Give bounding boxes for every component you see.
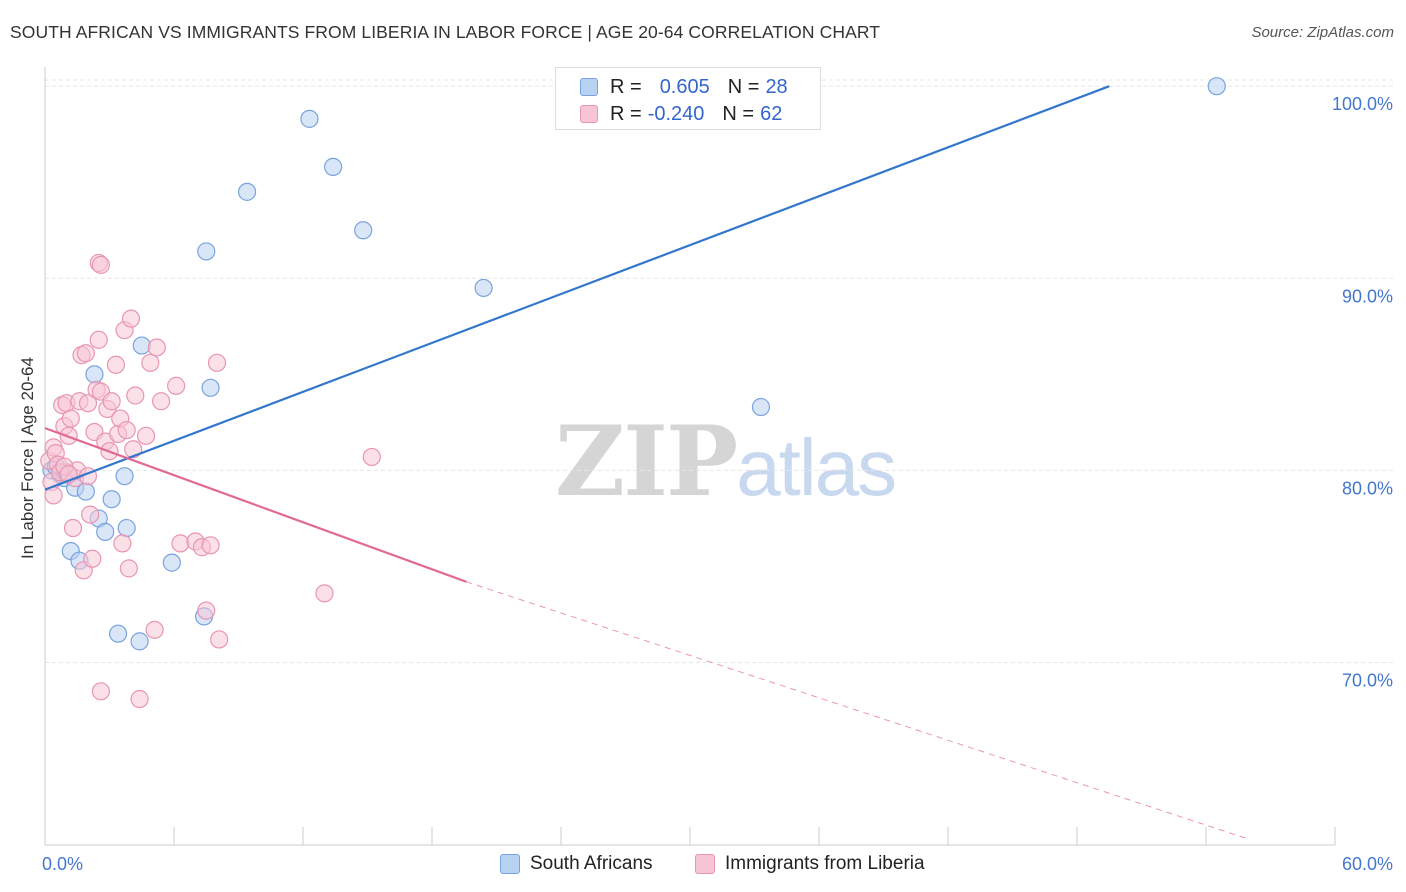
south-african-point bbox=[354, 221, 373, 240]
liberia-point bbox=[89, 330, 108, 349]
liberia-point bbox=[106, 355, 126, 374]
liberia-point bbox=[91, 255, 111, 274]
legend-swatch-blue bbox=[580, 78, 598, 96]
watermark: ZIPatlas bbox=[555, 405, 897, 518]
liberia-point bbox=[136, 426, 156, 445]
liberia-point bbox=[83, 549, 102, 568]
bottom-legend-label: South Africans bbox=[530, 853, 653, 874]
liberia-point bbox=[117, 420, 136, 440]
south-african-point bbox=[132, 336, 151, 355]
liberia-point bbox=[63, 518, 83, 538]
south-african-point bbox=[300, 109, 319, 128]
south-african-point bbox=[85, 365, 104, 384]
liberia-point bbox=[141, 353, 160, 372]
legend-r-label: R = bbox=[610, 102, 642, 125]
bottom-legend-south-africans: South Africans bbox=[500, 852, 653, 876]
legend-r-label: R = bbox=[610, 75, 642, 98]
liberia-point bbox=[76, 344, 95, 363]
south-african-point bbox=[751, 397, 771, 417]
legend-r-value: -0.240 bbox=[647, 102, 705, 125]
stats-legend: R = 0.605 N = 28 R = -0.240 N = 62 bbox=[555, 67, 821, 130]
watermark-zip: ZIP bbox=[555, 405, 738, 518]
liberia-point bbox=[113, 534, 132, 553]
liberia-point bbox=[145, 620, 164, 639]
south-african-point bbox=[324, 157, 343, 176]
south-african-point bbox=[117, 518, 136, 538]
liberia-point bbox=[201, 536, 220, 555]
south-african-point bbox=[238, 182, 257, 201]
south-africans-trend-line bbox=[44, 85, 1110, 491]
y-tick-label: 100.0% bbox=[1332, 94, 1393, 114]
bottom-legend-label: Immigrants from Liberia bbox=[725, 853, 925, 874]
liberia-point bbox=[362, 447, 381, 467]
series-immigrants-from-liberia bbox=[40, 253, 381, 709]
legend-swatch-pink bbox=[580, 105, 598, 123]
y-tick-label: 90.0% bbox=[1342, 286, 1393, 306]
liberia-point bbox=[121, 309, 141, 328]
south-african-point bbox=[115, 467, 134, 486]
liberia-point bbox=[210, 630, 229, 649]
south-african-point bbox=[102, 490, 121, 509]
liberia-point bbox=[171, 534, 190, 553]
south-african-point bbox=[96, 522, 115, 541]
bottom-legend-swatch-pink bbox=[695, 854, 715, 874]
y-axis-label: In Labor Force | Age 20-64 bbox=[18, 357, 37, 559]
liberia-point bbox=[315, 584, 334, 603]
liberia-point bbox=[167, 376, 186, 395]
liberia-point bbox=[61, 409, 80, 428]
grid bbox=[45, 79, 1395, 664]
bottom-legend-immigrants-from-liberia: Immigrants from Liberia bbox=[695, 852, 925, 876]
south-african-point bbox=[162, 553, 181, 572]
legend-n-label: N = bbox=[727, 75, 760, 98]
legend-row-south-africans: R = 0.605 N = 28 bbox=[580, 74, 788, 100]
bottom-legend-swatch-blue bbox=[500, 854, 520, 874]
legend-r-value: 0.605 bbox=[659, 75, 710, 98]
liberia-point bbox=[207, 353, 227, 372]
liberia-point bbox=[197, 601, 216, 620]
liberia-point bbox=[91, 682, 111, 701]
legend-row-immigrants-from-liberia: R = -0.240 N = 62 bbox=[580, 101, 782, 127]
trend-lines bbox=[44, 85, 1250, 840]
y-tick-label: 70.0% bbox=[1342, 671, 1393, 691]
x-tick-label: 60.0% bbox=[1342, 854, 1393, 874]
liberia-point bbox=[147, 338, 166, 357]
x-tick-label: 0.0% bbox=[42, 854, 83, 874]
source-label: Source: ZipAtlas.com bbox=[1251, 24, 1394, 41]
south-african-point bbox=[108, 624, 128, 643]
liberia-point bbox=[102, 392, 121, 411]
liberia-point bbox=[152, 392, 171, 411]
legend-n-value: 62 bbox=[760, 102, 783, 125]
liberia-point bbox=[78, 394, 98, 413]
legend-n-label: N = bbox=[722, 102, 755, 125]
south-african-point bbox=[474, 278, 493, 298]
y-tick-label: 80.0% bbox=[1342, 478, 1393, 498]
liberia-point bbox=[126, 386, 145, 405]
south-african-point bbox=[1207, 77, 1226, 96]
watermark-atlas: atlas bbox=[736, 423, 897, 512]
tick-labels: 70.0% 80.0% 90.0% 100.0% 0.0% 60.0% bbox=[42, 94, 1393, 874]
liberia-point bbox=[130, 689, 149, 709]
south-african-point bbox=[197, 242, 216, 261]
liberia-point bbox=[81, 505, 100, 524]
liberia-trend-extension bbox=[466, 581, 1250, 840]
south-african-point bbox=[201, 378, 220, 397]
liberia-point bbox=[119, 559, 138, 578]
south-african-point bbox=[130, 632, 149, 651]
liberia-trend-line bbox=[44, 427, 467, 583]
chart-title: SOUTH AFRICAN VS IMMIGRANTS FROM LIBERIA… bbox=[10, 22, 881, 42]
axes bbox=[44, 67, 1336, 846]
legend-n-value: 28 bbox=[765, 75, 788, 98]
